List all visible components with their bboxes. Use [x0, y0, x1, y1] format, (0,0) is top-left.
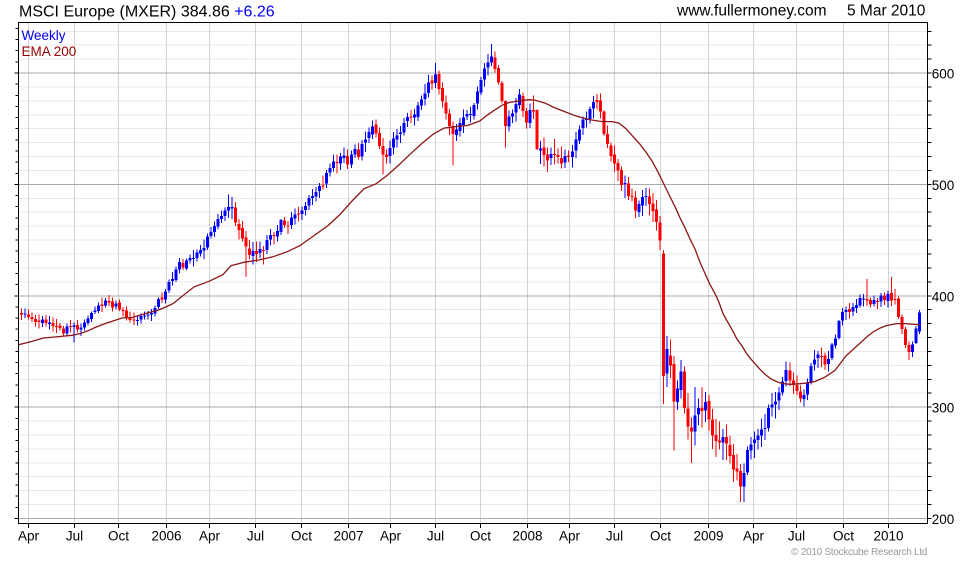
svg-text:2008: 2008 [512, 529, 542, 544]
svg-text:Oct: Oct [833, 529, 854, 544]
svg-text:300: 300 [932, 401, 955, 416]
svg-text:Oct: Oct [108, 529, 129, 544]
svg-text:2007: 2007 [333, 529, 363, 544]
svg-text:Jul: Jul [247, 529, 264, 544]
svg-text:Apr: Apr [743, 529, 765, 544]
svg-text:600: 600 [932, 67, 955, 82]
svg-text:Apr: Apr [199, 529, 221, 544]
svg-text:Oct: Oct [650, 529, 671, 544]
svg-text:MSCI Europe (MXER) 384.86 +6.2: MSCI Europe (MXER) 384.86 +6.26 [19, 4, 275, 21]
svg-text:500: 500 [932, 178, 955, 193]
svg-text:400: 400 [932, 289, 955, 304]
svg-text:www.fullermoney.com: www.fullermoney.com [676, 3, 827, 20]
svg-text:5 Mar 2010: 5 Mar 2010 [847, 3, 926, 20]
svg-text:Jul: Jul [788, 529, 805, 544]
svg-text:2006: 2006 [151, 529, 181, 544]
svg-text:© 2010 Stockcube Research Ltd: © 2010 Stockcube Research Ltd [791, 547, 927, 558]
svg-text:Apr: Apr [559, 529, 581, 544]
svg-text:Weekly: Weekly [22, 28, 66, 43]
svg-text:Jul: Jul [66, 529, 83, 544]
svg-text:Apr: Apr [380, 529, 402, 544]
svg-text:Jul: Jul [427, 529, 444, 544]
svg-text:Jul: Jul [606, 529, 623, 544]
svg-text:2009: 2009 [693, 529, 723, 544]
svg-text:2010: 2010 [873, 529, 903, 544]
svg-text:EMA 200: EMA 200 [22, 44, 77, 59]
svg-text:200: 200 [932, 512, 955, 527]
svg-text:Oct: Oct [291, 529, 312, 544]
svg-text:Oct: Oct [470, 529, 491, 544]
svg-text:Apr: Apr [18, 529, 40, 544]
